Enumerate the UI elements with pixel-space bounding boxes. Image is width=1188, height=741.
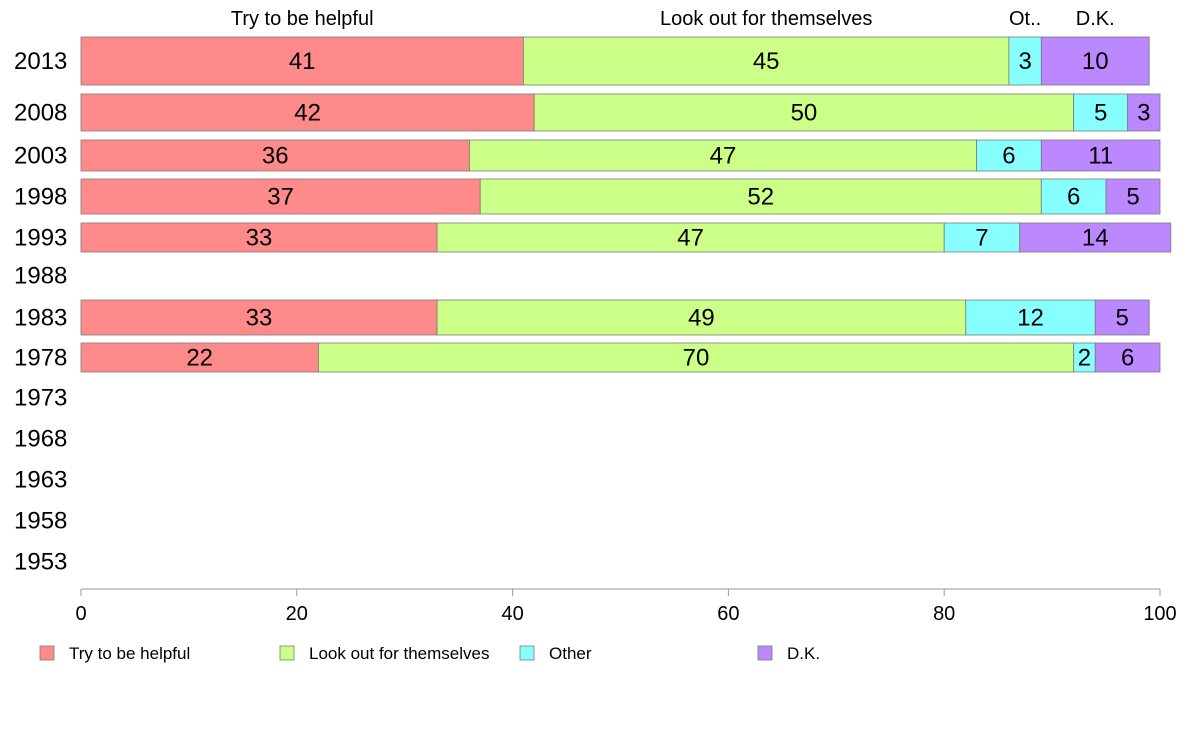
- bar-segment-2008-2: [1073, 93, 1129, 132]
- category-label-1978: 1978: [14, 345, 67, 372]
- bar-segment-2003-1: [469, 139, 977, 172]
- category-label-1988: 1988: [14, 263, 67, 290]
- legend-label-2: Other: [549, 644, 592, 663]
- bar-segment-1978-3: [1094, 342, 1161, 373]
- data-label-1978-2: 2: [1078, 345, 1091, 372]
- bar-segment-1993-1: [436, 222, 945, 253]
- legend: Try to be helpful Look out for themselves…: [39, 644, 820, 663]
- category-label-1998: 1998: [14, 184, 67, 211]
- data-label-1998-0: 37: [267, 184, 294, 211]
- legend-swatch-2: [519, 645, 535, 661]
- bar-segment-1998-1: [479, 178, 1042, 215]
- data-label-2008-2: 5: [1094, 100, 1107, 127]
- data-label-2013-2: 3: [1018, 48, 1031, 75]
- bar-segment-1983-1: [436, 299, 967, 336]
- category-label-1968: 1968: [14, 426, 67, 453]
- data-label-2008-3: 3: [1137, 100, 1150, 127]
- data-label-1993-2: 7: [975, 225, 988, 252]
- y-axis: 2013 2008 2003 1998 1993 1988 1983 1978 1973 1968…: [14, 48, 67, 576]
- data-label-1978-0: 22: [186, 345, 213, 372]
- legend-label-0: Try to be helpful: [69, 644, 190, 663]
- bar-segment-2008-0: [80, 93, 535, 132]
- data-label-1983-1: 49: [688, 305, 715, 332]
- bar-segment-2013-3: [1040, 36, 1150, 86]
- legend-swatch-0: [39, 645, 55, 661]
- bar-segment-1983-3: [1094, 299, 1150, 336]
- x-axis: 0 20 40 60 80 100: [75, 588, 1177, 625]
- data-label-1998-2: 6: [1067, 184, 1080, 211]
- category-label-1958: 1958: [14, 508, 67, 535]
- data-label-1978-1: 70: [683, 345, 710, 372]
- x-tick-label-1: 20: [286, 603, 308, 625]
- data-label-2013-1: 45: [753, 48, 780, 75]
- bar-segment-2003-3: [1040, 139, 1161, 172]
- bar-segment-1998-0: [80, 178, 481, 215]
- data-label-1993-0: 33: [246, 225, 273, 252]
- data-label-2003-1: 47: [710, 143, 737, 170]
- bar-segment-1983-2: [965, 299, 1096, 336]
- x-tick-label-5: 100: [1143, 603, 1176, 625]
- data-label-2013-3: 10: [1082, 48, 1109, 75]
- data-label-2003-3: 11: [1088, 143, 1113, 170]
- data-label-1998-1: 52: [747, 184, 774, 211]
- x-tick-label-2: 40: [501, 603, 523, 625]
- category-label-1973: 1973: [14, 385, 67, 412]
- x-tick-label-4: 80: [933, 603, 955, 625]
- bar-segment-2013-2: [1008, 36, 1042, 86]
- category-label-2003: 2003: [14, 143, 67, 170]
- bar-segment-2013-0: [80, 36, 524, 86]
- category-label-1993: 1993: [14, 225, 67, 252]
- legend-label-1: Look out for themselves: [309, 644, 489, 663]
- bar-segment-1993-0: [80, 222, 438, 253]
- top-label-2: Ot..: [1009, 8, 1041, 30]
- data-label-1993-3: 14: [1082, 225, 1109, 252]
- x-tick-label-0: 0: [75, 603, 86, 625]
- top-labels: Try to be helpful Look out for themselves…: [231, 8, 1115, 30]
- legend-label-3: D.K.: [787, 644, 820, 663]
- bar-segment-1998-3: [1105, 178, 1161, 215]
- x-tick-label-3: 60: [717, 603, 739, 625]
- bar-segment-1978-0: [80, 342, 319, 373]
- bar-segment-1993-2: [943, 222, 1021, 253]
- category-label-2013: 2013: [14, 48, 67, 75]
- top-label-3: D.K.: [1076, 8, 1115, 30]
- data-label-1983-0: 33: [246, 305, 273, 332]
- category-label-1983: 1983: [14, 305, 67, 332]
- data-label-1998-3: 5: [1126, 184, 1139, 211]
- data-label-1993-1: 47: [677, 225, 704, 252]
- category-label-2008: 2008: [14, 100, 67, 127]
- data-label-2003-0: 36: [262, 143, 289, 170]
- top-label-1: Look out for themselves: [660, 8, 872, 30]
- bar-segment-1993-3: [1019, 222, 1172, 253]
- bar-segment-2008-3: [1127, 93, 1161, 132]
- data-label-1983-3: 5: [1116, 305, 1129, 332]
- legend-swatch-3: [757, 645, 773, 661]
- bar-segment-2013-1: [522, 36, 1010, 86]
- legend-swatch-1: [279, 645, 295, 661]
- data-label-1983-2: 12: [1017, 305, 1044, 332]
- bar-segment-1983-0: [80, 299, 438, 336]
- top-label-0: Try to be helpful: [231, 8, 374, 30]
- category-label-1963: 1963: [14, 467, 67, 494]
- data-label-2008-0: 42: [294, 100, 321, 127]
- bar-segment-2003-0: [80, 139, 470, 172]
- bar-segment-2008-1: [533, 93, 1075, 132]
- data-label-2013-0: 41: [289, 48, 316, 75]
- data-label-2008-1: 50: [791, 100, 818, 127]
- data-label-2003-2: 6: [1002, 143, 1015, 170]
- category-label-1953: 1953: [14, 549, 67, 576]
- data-label-1978-3: 6: [1121, 345, 1134, 372]
